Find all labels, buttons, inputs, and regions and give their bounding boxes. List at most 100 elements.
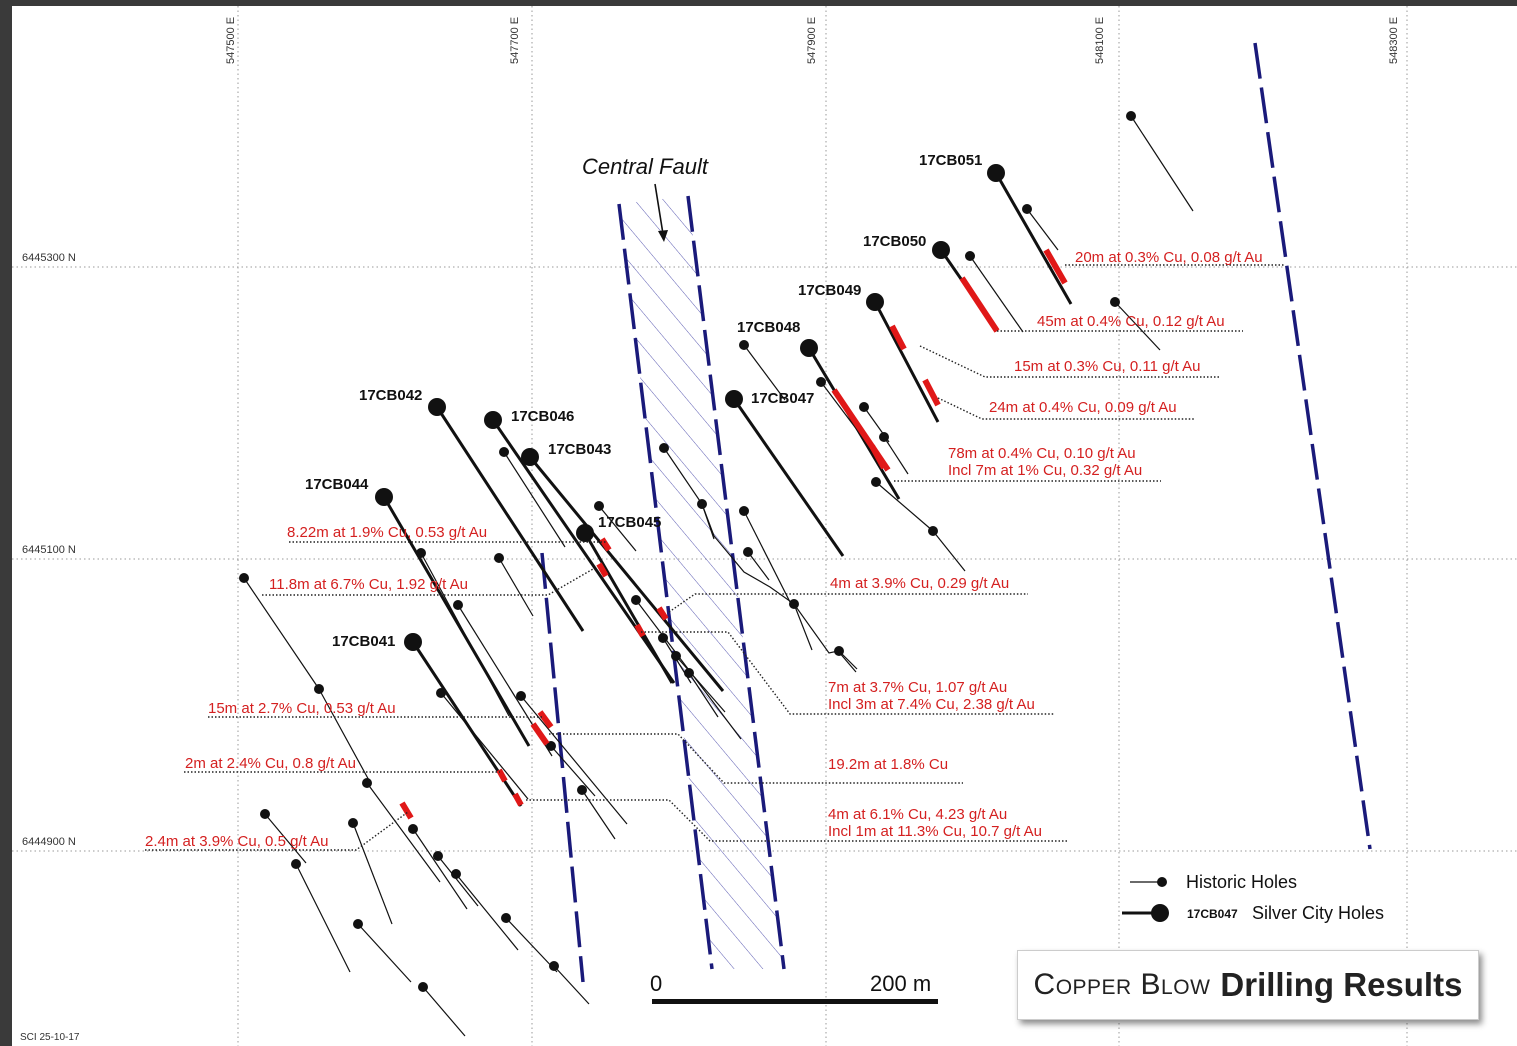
intercept-bar bbox=[656, 606, 669, 621]
intercept-bars bbox=[399, 248, 1068, 820]
map-title-main: Drilling Results bbox=[1220, 966, 1463, 1003]
intercept-bar bbox=[1043, 248, 1068, 285]
easting-label: 547900 E bbox=[806, 17, 818, 64]
historic-hole bbox=[546, 741, 596, 797]
intercept-label: 78m at 0.4% Cu, 0.10 g/t Au bbox=[948, 445, 1136, 462]
historic-hole bbox=[743, 547, 770, 581]
historic-hole bbox=[739, 506, 792, 605]
historic-hole bbox=[314, 684, 372, 785]
historic-hole bbox=[1022, 204, 1059, 251]
intercept-label: Incl 7m at 1% Cu, 0.32 g/t Au bbox=[948, 462, 1142, 479]
hole-label-17CB044: 17CB044 bbox=[305, 476, 369, 493]
historic-hole bbox=[408, 824, 468, 910]
silver-city-hole-17CB051 bbox=[987, 164, 1073, 305]
silver-city-hole-17CB047 bbox=[725, 390, 845, 557]
historic-hole bbox=[1110, 297, 1161, 351]
hole-label-17CB041: 17CB041 bbox=[332, 633, 395, 650]
historic-hole bbox=[965, 251, 1024, 333]
historic-hole bbox=[549, 961, 590, 1005]
intercept-label: Incl 3m at 7.4% Cu, 2.38 g/t Au bbox=[828, 696, 1035, 713]
leader-line bbox=[145, 811, 409, 851]
grid-labels: 547500 E 547700 E 547900 E 548100 E 5483… bbox=[22, 17, 1400, 848]
intercept-label: 19.2m at 1.8% Cu bbox=[828, 756, 948, 773]
intercept-label: 8.22m at 1.9% Cu, 0.53 g/t Au bbox=[287, 524, 487, 541]
intercept-bar bbox=[537, 710, 554, 729]
fault-label: Central Fault bbox=[582, 154, 709, 179]
historic-hole bbox=[834, 646, 858, 670]
fault-line-west bbox=[540, 552, 585, 983]
leader-line bbox=[668, 593, 1028, 613]
historic-hole bbox=[928, 526, 966, 572]
historic-hole bbox=[436, 688, 529, 800]
historic-hole bbox=[239, 573, 320, 690]
easting-label: 548100 E bbox=[1094, 17, 1106, 64]
scale-start-label: 0 bbox=[650, 971, 662, 996]
scale-bar-line bbox=[652, 999, 938, 1004]
historic-hole bbox=[499, 447, 566, 548]
fault-hatch-area bbox=[619, 196, 784, 969]
intercept-label: 2m at 2.4% Cu, 0.8 g/t Au bbox=[185, 755, 356, 772]
map-title-project: Copper Blow bbox=[1033, 968, 1211, 1001]
intercept-label: Incl 1m at 11.3% Cu, 10.7 g/t Au bbox=[828, 823, 1042, 840]
easting-label: 547700 E bbox=[509, 17, 521, 64]
historic-hole bbox=[260, 809, 307, 864]
intercept-label: 15m at 2.7% Cu, 0.53 g/t Au bbox=[208, 700, 396, 717]
intercept-bar bbox=[512, 792, 524, 807]
fault-boundary-west bbox=[617, 203, 714, 970]
hole-label-17CB051: 17CB051 bbox=[919, 152, 982, 169]
leader-line bbox=[641, 631, 1054, 715]
intercept-label: 4m at 3.9% Cu, 0.29 g/t Au bbox=[830, 575, 1009, 592]
historic-hole bbox=[789, 599, 813, 651]
intercept-bar bbox=[959, 276, 1000, 333]
legend-silver-city-label: Silver City Holes bbox=[1252, 903, 1384, 923]
leader-line bbox=[262, 568, 594, 596]
historic-hole bbox=[671, 651, 726, 713]
intercept-bar bbox=[889, 324, 907, 351]
historic-hole bbox=[577, 785, 616, 840]
historic-hole bbox=[433, 851, 479, 907]
silver-city-hole-17CB045 bbox=[576, 524, 674, 684]
historic-hole bbox=[353, 919, 412, 983]
historic-hole bbox=[348, 818, 393, 925]
northing-label: 6444900 N bbox=[22, 836, 76, 848]
leader-line bbox=[526, 799, 1067, 842]
hole-label-17CB043: 17CB043 bbox=[548, 441, 611, 458]
historic-hole-icon bbox=[1157, 877, 1167, 887]
fault-arrowhead-icon bbox=[658, 230, 668, 242]
legend: Historic Holes 17CB047 Silver City Holes bbox=[1122, 872, 1384, 923]
historic-hole bbox=[516, 691, 628, 825]
historic-hole bbox=[451, 869, 519, 951]
hole-label-17CB045: 17CB045 bbox=[598, 514, 661, 531]
hole-label-17CB046: 17CB046 bbox=[511, 408, 574, 425]
historic-hole bbox=[362, 778, 441, 883]
intercept-label: 24m at 0.4% Cu, 0.09 g/t Au bbox=[989, 399, 1177, 416]
hole-label-17CB049: 17CB049 bbox=[798, 282, 861, 299]
leader-line bbox=[919, 345, 1219, 378]
intercept-label: 45m at 0.4% Cu, 0.12 g/t Au bbox=[1037, 313, 1225, 330]
historic-hole bbox=[418, 982, 466, 1037]
silver-city-hole-17CB044 bbox=[375, 488, 531, 747]
map-canvas: 547500 E 547700 E 547900 E 548100 E 5483… bbox=[12, 6, 1517, 1046]
easting-label: 548300 E bbox=[1388, 17, 1400, 64]
silver-city-hole-17CB046 bbox=[484, 411, 676, 684]
intercept-label: 7m at 3.7% Cu, 1.07 g/t Au bbox=[828, 679, 1007, 696]
hole-label-17CB050: 17CB050 bbox=[863, 233, 926, 250]
silver-city-holes bbox=[375, 164, 1073, 807]
intercept-bar bbox=[634, 623, 646, 638]
intercept-label: 15m at 0.3% Cu, 0.11 g/t Au bbox=[1014, 358, 1201, 375]
map-title-box: Copper Blow Drilling Results bbox=[1017, 950, 1479, 1020]
easting-label: 547500 E bbox=[225, 17, 237, 64]
historic-hole bbox=[494, 553, 534, 617]
intercept-bar bbox=[596, 562, 609, 578]
northing-label: 6445100 N bbox=[22, 544, 76, 556]
historic-hole bbox=[1126, 111, 1194, 212]
fault-line-east bbox=[1253, 42, 1372, 850]
historic-hole bbox=[739, 340, 786, 401]
intercept-bar bbox=[922, 378, 941, 407]
hole-label-17CB048: 17CB048 bbox=[737, 319, 800, 336]
date-stamp: SCI 25-10-17 bbox=[20, 1032, 80, 1043]
intercept-labels: 20m at 0.3% Cu, 0.08 g/t Au 45m at 0.4% … bbox=[145, 249, 1263, 850]
historic-hole bbox=[871, 477, 934, 532]
historic-hole bbox=[684, 668, 719, 718]
intercept-label: 11.8m at 6.7% Cu, 1.92 g/t Au bbox=[269, 576, 468, 593]
